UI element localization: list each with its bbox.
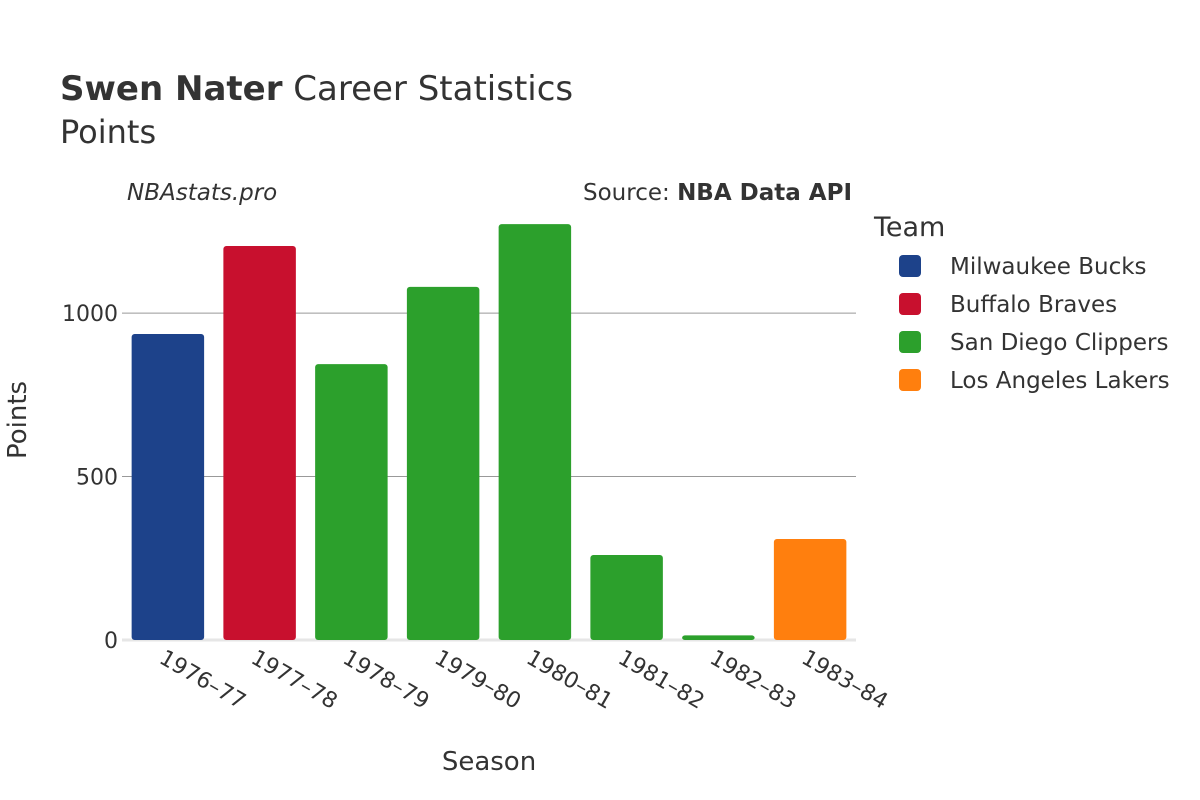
bar-1981–82 [590, 555, 663, 640]
source-credit: Source: NBA Data API [583, 180, 852, 206]
legend-label: San Diego Clippers [950, 330, 1168, 356]
bars-group [131, 224, 847, 641]
bar-1983–84 [773, 538, 847, 640]
y-tick-label: 0 [104, 629, 118, 654]
x-tick-label: 1980–81 [522, 646, 617, 715]
bar-1977–78 [223, 246, 296, 641]
source-name: NBA Data API [677, 180, 852, 206]
legend-label: Buffalo Braves [950, 292, 1117, 318]
watermark-text: NBAstats.pro [127, 180, 277, 206]
legend-label: Los Angeles Lakers [950, 368, 1170, 394]
x-axis-ticks: 1976–771977–781978–791979–801980–811981–… [155, 646, 892, 715]
source-prefix: Source: [583, 180, 677, 206]
x-tick-label: 1983–84 [797, 646, 892, 715]
legend-swatch [899, 369, 921, 391]
legend-swatch [899, 331, 921, 353]
legend-label: Milwaukee Bucks [950, 254, 1147, 280]
title-player-name: Swen Nater [60, 69, 283, 109]
bar-1978–79 [315, 364, 388, 640]
legend-swatch [899, 293, 921, 315]
y-axis-title: Points [3, 381, 33, 459]
bar-1982–83 [682, 635, 755, 640]
x-tick-label: 1977–78 [247, 646, 342, 715]
bar-1976–77 [131, 334, 205, 640]
x-tick-label: 1978–79 [338, 646, 433, 715]
x-axis-title: Season [442, 747, 536, 777]
legend-swatch [899, 255, 921, 277]
legend: Milwaukee Bucks Buffalo Braves San Diego C… [899, 254, 1170, 394]
bar-1980–81 [498, 224, 572, 640]
y-tick-label: 1000 [62, 302, 118, 327]
x-tick-label: 1979–80 [430, 646, 525, 715]
title-rest: Career Statistics [282, 69, 573, 109]
bar-1979–80 [406, 286, 480, 640]
chart-title: Swen Nater Career Statistics [60, 69, 573, 109]
x-tick-label: 1981–82 [614, 646, 709, 715]
x-tick-label: 1976–77 [155, 646, 250, 715]
x-tick-label: 1982–83 [705, 646, 800, 715]
chart-subtitle: Points [60, 113, 156, 151]
y-axis-ticks: 0 500 1000 [62, 302, 118, 654]
legend-title: Team [873, 212, 945, 243]
y-tick-label: 500 [76, 466, 118, 491]
